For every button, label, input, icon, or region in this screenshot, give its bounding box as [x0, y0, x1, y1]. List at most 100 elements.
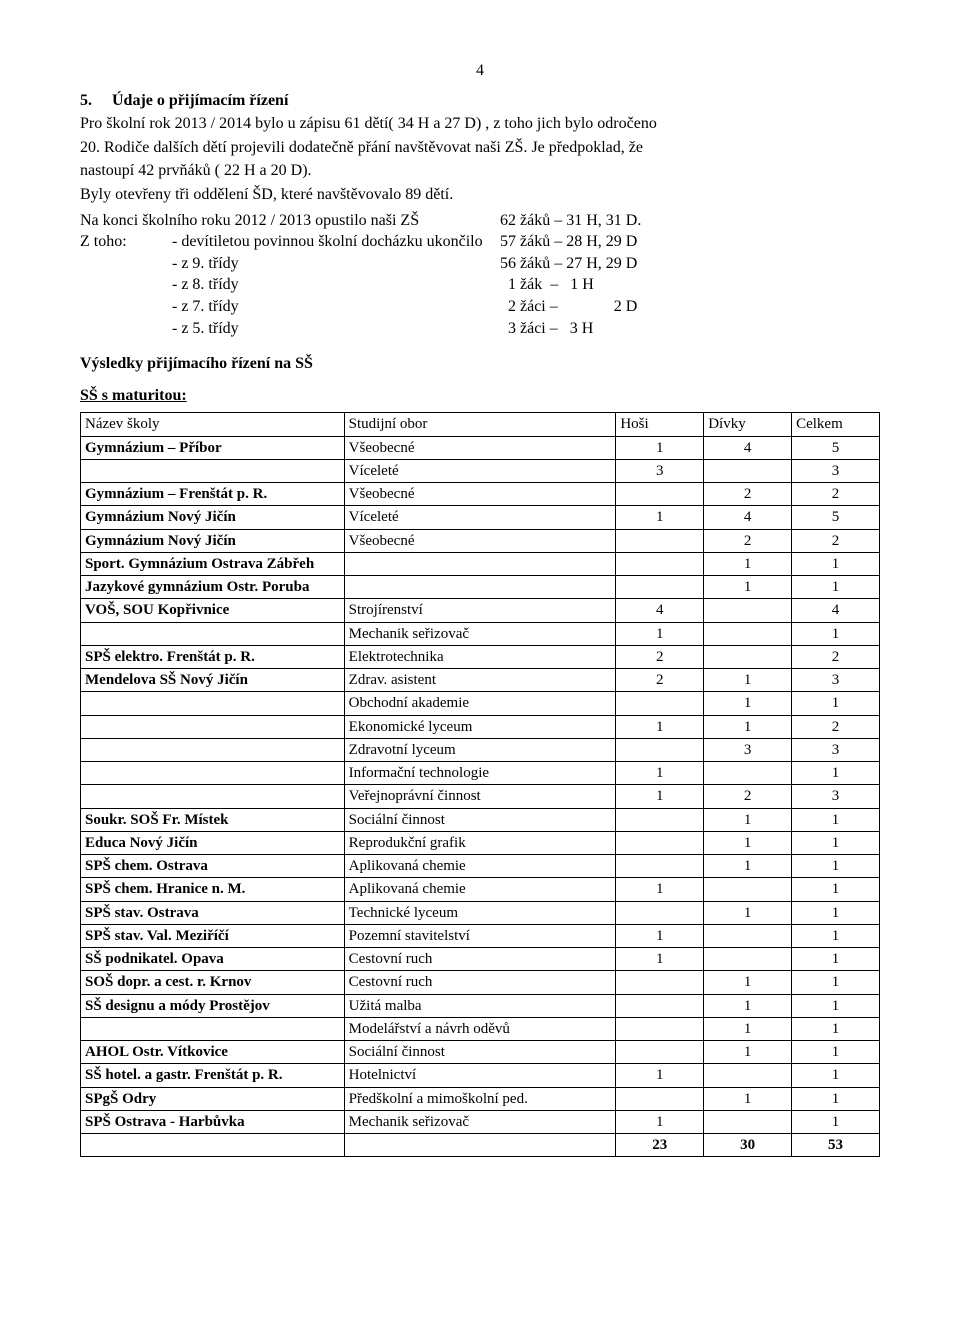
- cell-name: [81, 459, 345, 482]
- table-row: SPŠ stav. Val. MeziříčíPozemní stavitels…: [81, 924, 880, 947]
- cell-name: AHOL Ostr. Vítkovice: [81, 1041, 345, 1064]
- cell-hosi: [616, 808, 704, 831]
- cell-divky: [704, 878, 792, 901]
- cell-name: Gymnázium – Frenštát p. R.: [81, 483, 345, 506]
- table-row: Soukr. SOŠ Fr. MístekSociální činnost11: [81, 808, 880, 831]
- cell-divky: 4: [704, 436, 792, 459]
- cell-hosi: [616, 1017, 704, 1040]
- cell-celkem: 1: [792, 1041, 880, 1064]
- table-row: SPŠ Ostrava - HarbůvkaMechanik seřizovač…: [81, 1110, 880, 1133]
- table-row: SŠ designu a módy ProstějovUžitá malba11: [81, 994, 880, 1017]
- cell-divky: 1: [704, 808, 792, 831]
- cell-name: Jazykové gymnázium Ostr. Poruba: [81, 576, 345, 599]
- cell-divky: 1: [704, 552, 792, 575]
- th-obor: Studijní obor: [344, 413, 616, 436]
- cell-hosi: 1: [616, 762, 704, 785]
- leaving-item: - z 9. třídy56 žáků – 27 H, 29 D: [80, 253, 880, 275]
- cell-obor: Veřejnoprávní činnost: [344, 785, 616, 808]
- cell-name: [81, 715, 345, 738]
- cell-divky: 1: [704, 715, 792, 738]
- results-heading: Výsledky přijímacího řízení na SŠ: [80, 353, 880, 375]
- cell-hosi: 3: [616, 459, 704, 482]
- cell-divky: 1: [704, 994, 792, 1017]
- cell-celkem: 2: [792, 715, 880, 738]
- cell-name: [81, 738, 345, 761]
- cell-obor: Reprodukční grafik: [344, 831, 616, 854]
- cell-divky: [704, 645, 792, 668]
- cell-obor: Víceleté: [344, 506, 616, 529]
- table-row: SOŠ dopr. a cest. r. KrnovCestovní ruch1…: [81, 971, 880, 994]
- cell-obor: Předškolní a mimoškolní ped.: [344, 1087, 616, 1110]
- cell-hosi: [616, 552, 704, 575]
- table-row: Informační technologie11: [81, 762, 880, 785]
- cell-divky: 1: [704, 971, 792, 994]
- leaving-item: - z 7. třídy 2 žáci – 2 D: [80, 296, 880, 318]
- cell-name: SPgŠ Odry: [81, 1087, 345, 1110]
- cell-celkem: 1: [792, 762, 880, 785]
- cell-hosi: 1: [616, 1064, 704, 1087]
- cell-celkem: 1: [792, 1017, 880, 1040]
- cell-hosi: [616, 692, 704, 715]
- table-header-row: Název školy Studijní obor Hoši Dívky Cel…: [81, 413, 880, 436]
- cell-hosi: 1: [616, 436, 704, 459]
- intro-line: Byly otevřeny tři oddělení ŠD, které nav…: [80, 184, 880, 206]
- intro-line: nastoupí 42 prvňáků ( 22 H a 20 D).: [80, 160, 880, 182]
- cell-obor: Cestovní ruch: [344, 948, 616, 971]
- table-row: Modelářství a návrh oděvů11: [81, 1017, 880, 1040]
- cell-divky: 4: [704, 506, 792, 529]
- total-hosi: 23: [616, 1134, 704, 1157]
- table-row: SPŠ elektro. Frenštát p. R.Elektrotechni…: [81, 645, 880, 668]
- th-name: Název školy: [81, 413, 345, 436]
- leaving-item: - z 5. třídy 3 žáci – 3 H: [80, 318, 880, 340]
- cell-hosi: [616, 1087, 704, 1110]
- cell-celkem: 1: [792, 924, 880, 947]
- table-row: SPŠ stav. OstravaTechnické lyceum11: [81, 901, 880, 924]
- cell-hosi: [616, 994, 704, 1017]
- cell-hosi: [616, 529, 704, 552]
- cell-obor: Sociální činnost: [344, 1041, 616, 1064]
- cell-divky: [704, 459, 792, 482]
- cell-hosi: [616, 901, 704, 924]
- cell-celkem: 1: [792, 994, 880, 1017]
- cell-empty: [81, 1134, 345, 1157]
- cell-hosi: 2: [616, 669, 704, 692]
- cell-name: Soukr. SOŠ Fr. Místek: [81, 808, 345, 831]
- cell-hosi: 1: [616, 924, 704, 947]
- cell-obor: Všeobecné: [344, 529, 616, 552]
- cell-divky: 3: [704, 738, 792, 761]
- cell-obor: Strojírenství: [344, 599, 616, 622]
- cell-obor: Informační technologie: [344, 762, 616, 785]
- th-divky: Dívky: [704, 413, 792, 436]
- table-row: SPŠ chem. Hranice n. M.Aplikovaná chemie…: [81, 878, 880, 901]
- cell-obor: Hotelnictví: [344, 1064, 616, 1087]
- table-row: Gymnázium – PříborVšeobecné145: [81, 436, 880, 459]
- cell-celkem: 1: [792, 1064, 880, 1087]
- cell-hosi: 4: [616, 599, 704, 622]
- cell-name: [81, 762, 345, 785]
- cell-celkem: 3: [792, 738, 880, 761]
- cell-obor: Modelářství a návrh oděvů: [344, 1017, 616, 1040]
- cell-celkem: 1: [792, 622, 880, 645]
- cell-hosi: [616, 738, 704, 761]
- cell-divky: 2: [704, 483, 792, 506]
- cell-divky: 1: [704, 669, 792, 692]
- cell-hosi: 1: [616, 715, 704, 738]
- cell-obor: Aplikovaná chemie: [344, 878, 616, 901]
- cell-name: [81, 622, 345, 645]
- cell-celkem: 3: [792, 459, 880, 482]
- cell-celkem: 1: [792, 831, 880, 854]
- cell-name: SŠ designu a módy Prostějov: [81, 994, 345, 1017]
- table-row: SŠ podnikatel. OpavaCestovní ruch11: [81, 948, 880, 971]
- cell-divky: [704, 622, 792, 645]
- table-row: SPgŠ OdryPředškolní a mimoškolní ped.11: [81, 1087, 880, 1110]
- cell-celkem: 3: [792, 669, 880, 692]
- cell-name: SŠ hotel. a gastr. Frenštát p. R.: [81, 1064, 345, 1087]
- cell-obor: [344, 552, 616, 575]
- cell-empty: [344, 1134, 616, 1157]
- cell-obor: Víceleté: [344, 459, 616, 482]
- cell-hosi: 1: [616, 878, 704, 901]
- cell-obor: Elektrotechnika: [344, 645, 616, 668]
- cell-celkem: 1: [792, 878, 880, 901]
- cell-celkem: 1: [792, 576, 880, 599]
- cell-celkem: 1: [792, 1087, 880, 1110]
